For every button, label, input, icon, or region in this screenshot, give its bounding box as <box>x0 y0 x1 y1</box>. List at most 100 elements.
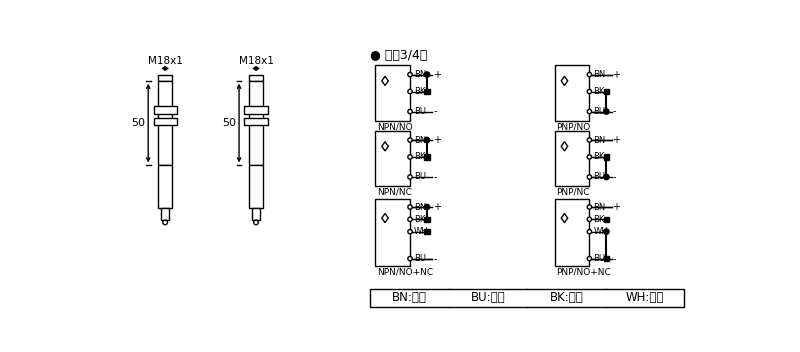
Bar <box>158 75 172 81</box>
Text: BN: BN <box>594 70 606 79</box>
Circle shape <box>587 230 591 234</box>
Text: +: + <box>433 135 441 145</box>
Bar <box>424 229 430 234</box>
Bar <box>158 81 172 165</box>
Circle shape <box>587 138 591 142</box>
Text: WH: WH <box>414 227 429 236</box>
Circle shape <box>408 230 412 234</box>
Text: BN: BN <box>414 202 426 212</box>
Text: BN:棕色: BN:棕色 <box>392 291 426 304</box>
Text: +: + <box>613 202 621 212</box>
Text: PNP/NO+NC: PNP/NO+NC <box>556 268 611 277</box>
Bar <box>249 75 263 81</box>
Text: PNP/NO: PNP/NO <box>556 122 590 131</box>
Text: +: + <box>613 70 621 80</box>
Text: BK: BK <box>594 87 605 96</box>
Text: BU: BU <box>414 254 426 263</box>
Bar <box>375 65 410 121</box>
Bar <box>158 165 172 208</box>
Polygon shape <box>382 142 388 151</box>
Text: BU: BU <box>414 172 426 182</box>
Circle shape <box>424 204 430 210</box>
Circle shape <box>587 205 591 209</box>
Bar <box>375 131 410 186</box>
Polygon shape <box>562 213 568 223</box>
Text: +: + <box>433 202 441 212</box>
Bar <box>245 106 267 114</box>
Circle shape <box>587 175 591 179</box>
Text: BN: BN <box>594 136 606 145</box>
Bar <box>554 65 590 121</box>
Circle shape <box>587 109 591 114</box>
Text: BU: BU <box>594 172 606 182</box>
Text: M18x1: M18x1 <box>238 56 274 66</box>
Circle shape <box>254 220 258 225</box>
Text: BK: BK <box>594 215 605 224</box>
Polygon shape <box>562 142 568 151</box>
Bar <box>249 81 263 165</box>
Text: NPN/NO+NC: NPN/NO+NC <box>377 268 433 277</box>
Bar <box>252 208 260 220</box>
Circle shape <box>408 73 412 77</box>
Text: BK: BK <box>414 87 426 96</box>
Bar <box>249 165 263 208</box>
Circle shape <box>587 257 591 261</box>
Text: WH:白色: WH:白色 <box>626 291 664 304</box>
Text: BU: BU <box>594 107 606 116</box>
Text: BK: BK <box>594 152 605 162</box>
Bar <box>604 216 609 222</box>
Text: BK: BK <box>414 152 426 162</box>
Polygon shape <box>382 76 388 86</box>
Circle shape <box>604 109 609 114</box>
Circle shape <box>587 217 591 221</box>
Text: BK: BK <box>414 215 426 224</box>
Bar <box>604 256 609 261</box>
Text: +: + <box>433 70 441 80</box>
Circle shape <box>408 155 412 159</box>
Bar <box>375 199 410 266</box>
Circle shape <box>163 220 167 225</box>
Circle shape <box>408 109 412 114</box>
Polygon shape <box>382 213 388 223</box>
Text: BU: BU <box>594 254 606 263</box>
Text: BK:黑色: BK:黑色 <box>550 291 583 304</box>
Text: 50: 50 <box>131 118 145 128</box>
Bar <box>604 89 609 94</box>
Text: -: - <box>433 253 437 264</box>
Circle shape <box>408 257 412 261</box>
Circle shape <box>424 137 430 143</box>
Circle shape <box>587 89 591 94</box>
Text: -: - <box>613 107 616 117</box>
Text: 50: 50 <box>222 118 236 128</box>
Circle shape <box>604 174 609 180</box>
Circle shape <box>604 229 609 234</box>
Circle shape <box>408 89 412 94</box>
Bar <box>424 154 430 160</box>
Text: NPN/NC: NPN/NC <box>377 188 412 197</box>
Text: M18x1: M18x1 <box>148 56 182 66</box>
Text: BU:兰色: BU:兰色 <box>470 291 505 304</box>
Text: BN: BN <box>414 70 426 79</box>
Circle shape <box>424 72 430 77</box>
Bar <box>162 208 169 220</box>
Text: -: - <box>613 253 616 264</box>
Circle shape <box>587 73 591 77</box>
Bar <box>245 118 267 125</box>
Bar <box>424 216 430 222</box>
Text: +: + <box>613 135 621 145</box>
Bar <box>154 106 177 114</box>
Text: -: - <box>613 172 616 182</box>
Bar <box>604 154 609 160</box>
Polygon shape <box>562 76 568 86</box>
Text: PNP/NC: PNP/NC <box>556 188 590 197</box>
Bar <box>370 289 684 307</box>
Bar <box>424 89 430 94</box>
Circle shape <box>408 175 412 179</box>
Circle shape <box>587 155 591 159</box>
Circle shape <box>408 217 412 221</box>
Circle shape <box>408 138 412 142</box>
Text: BU: BU <box>414 107 426 116</box>
Text: -: - <box>433 107 437 117</box>
Text: ● 直入3/4线: ● 直入3/4线 <box>370 49 427 62</box>
Bar <box>154 118 177 125</box>
